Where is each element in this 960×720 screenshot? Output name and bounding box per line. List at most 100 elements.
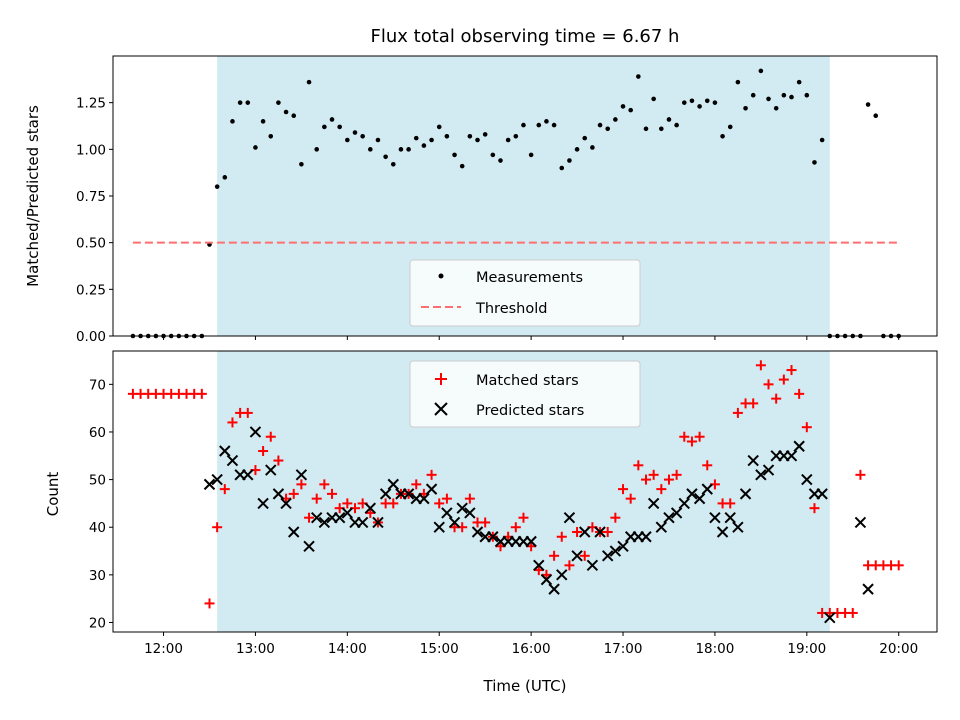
matched-stars-point (610, 512, 621, 523)
matched-stars-point (801, 422, 812, 433)
measurements-point (559, 165, 565, 171)
matched-stars-point (388, 498, 399, 509)
measurements-point (498, 158, 503, 163)
predicted-stars-point (387, 478, 399, 491)
predicted-stars-point (586, 559, 599, 572)
predicted-stars-point (601, 550, 614, 562)
legend-predicted-label: Predicted stars (476, 403, 584, 419)
predicted-stars-point (456, 502, 468, 514)
matched-stars-point (296, 479, 307, 490)
measurements-point (490, 152, 496, 158)
matched-stars-point (411, 479, 422, 490)
bottom-series-layer (127, 360, 904, 624)
measurements-point (804, 92, 810, 98)
predicted-stars-point (356, 516, 369, 529)
predicted-stars-point (219, 445, 231, 457)
measurements-point (735, 79, 741, 85)
matched-stars-point (671, 469, 682, 480)
bottom-y-tick-label: 30 (89, 568, 106, 584)
top-legend: Measurements Threshold (409, 259, 641, 327)
matched-stars-point (855, 469, 866, 480)
legend-measurements-marker (438, 273, 444, 279)
measurements-point (230, 119, 235, 124)
bottom-y-axis-label: Count (44, 472, 62, 517)
measurements-point (390, 161, 396, 167)
matched-stars-point (265, 431, 276, 442)
measurements-point (574, 147, 580, 152)
predicted-stars-point (762, 464, 775, 476)
bottom-x-tick-label: 18:00 (695, 641, 734, 657)
measurements-point (452, 152, 457, 158)
measurements-point (720, 133, 725, 139)
measurements-point (368, 147, 373, 152)
matched-stars-point (579, 550, 590, 561)
bottom-y-tick-label: 50 (89, 473, 106, 489)
matched-stars-point (242, 407, 253, 418)
predicted-stars-point (280, 497, 292, 510)
matched-stars-point (748, 398, 759, 409)
matched-stars-point (518, 512, 529, 523)
measurements-point (681, 100, 687, 105)
predicted-stars-point (448, 516, 461, 529)
predicted-stars-point (295, 469, 308, 481)
measurements-point (873, 113, 879, 119)
measurements-point (750, 92, 756, 98)
predicted-stars-point (242, 469, 254, 481)
matched-stars-point (725, 498, 736, 509)
top-x-ticks (163, 336, 900, 340)
bottom-x-tick-label: 14:00 (328, 641, 367, 657)
measurements-point (620, 104, 626, 109)
matched-stars-point (510, 522, 521, 533)
bottom-x-ticks: 12:00 13:00 14:00 15:00 16:00 17:00 18:00 19:00… (144, 632, 918, 657)
bottom-plot: 20 30 40 50 60 70 12:00 13:00 14:00 15:00 16:00 17… (44, 350, 938, 695)
predicted-stars-point (755, 469, 767, 481)
matched-stars-point (602, 526, 613, 537)
measurements-point (291, 113, 297, 119)
predicted-stars-point (471, 526, 484, 538)
bottom-x-tick-label: 17:00 (604, 641, 643, 657)
measurements-point (276, 100, 281, 105)
predicted-stars-point (464, 507, 476, 519)
predicted-stars-point (701, 483, 713, 495)
top-y-tick-label: 0.00 (76, 329, 106, 345)
matched-stars-point (227, 417, 238, 428)
matched-stars-point (771, 393, 782, 404)
measurements-point (406, 147, 411, 152)
predicted-stars-point (341, 507, 354, 519)
measurements-point (590, 145, 595, 150)
predicted-stars-point (556, 569, 568, 581)
matched-stars-point (572, 526, 583, 537)
matched-stars-point (196, 388, 207, 399)
predicted-stars-point (257, 497, 269, 510)
measurements-point (812, 160, 817, 165)
predicted-stars-point (418, 492, 430, 505)
measurements-point (413, 135, 419, 141)
matched-stars-point (663, 474, 674, 485)
top-series-layer (130, 68, 902, 339)
matched-stars-point (847, 607, 858, 618)
matched-stars-point (441, 493, 452, 504)
predicted-stars-point (203, 478, 216, 491)
measurements-point (421, 143, 427, 148)
top-legend-box (409, 259, 641, 327)
predicted-stars-point (402, 488, 415, 500)
legend-threshold-label: Threshold (475, 301, 547, 317)
measurements-point (551, 122, 557, 128)
measurements-point (268, 133, 274, 139)
measurements-point (459, 163, 465, 169)
measurements-point (505, 137, 511, 143)
matched-stars-point (304, 512, 315, 523)
measurements-point (666, 117, 672, 122)
matched-stars-point (434, 498, 445, 509)
predicted-stars-point (724, 511, 736, 524)
measurements-point (237, 100, 243, 105)
predicted-stars-point (594, 526, 606, 538)
predicted-stars-point (487, 531, 499, 543)
predicted-stars-point (716, 526, 729, 538)
predicted-stars-point (318, 516, 331, 529)
predicted-stars-point (571, 550, 583, 562)
measurements-point (628, 107, 633, 113)
measurements-point (429, 137, 434, 143)
measurements-point (283, 109, 289, 115)
measurements-point (704, 98, 710, 104)
